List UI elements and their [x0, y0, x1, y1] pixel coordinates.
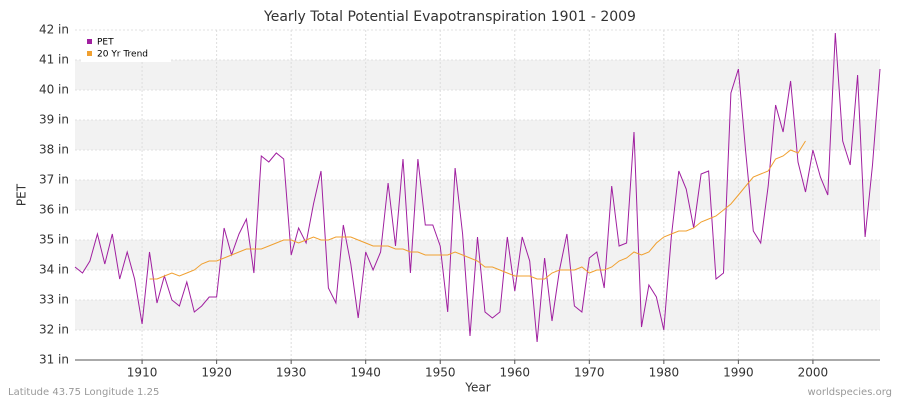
y-tick-label: 38 in	[39, 143, 69, 157]
x-tick-label: 1940	[350, 366, 381, 380]
x-tick-label: 1990	[723, 366, 754, 380]
footer-left: Latitude 43.75 Longitude 1.25	[8, 387, 159, 398]
x-axis-label: Year	[464, 381, 490, 395]
x-tick-label: 1960	[499, 366, 530, 380]
y-tick-label: 42 in	[39, 23, 69, 37]
y-tick-label: 37 in	[39, 173, 69, 187]
y-tick-label: 32 in	[39, 323, 69, 337]
y-tick-label: 33 in	[39, 293, 69, 307]
y-tick-label: 40 in	[39, 83, 69, 97]
y-tick-label: 34 in	[39, 263, 69, 277]
x-tick-label: 1970	[574, 366, 605, 380]
y-tick-label: 36 in	[39, 203, 69, 217]
y-tick-label: 39 in	[39, 113, 69, 127]
y-tick-label: 35 in	[39, 233, 69, 247]
x-tick-label: 1980	[649, 366, 680, 380]
x-tick-label: 1910	[127, 366, 158, 380]
grid-band	[75, 240, 880, 270]
legend-swatch	[87, 51, 92, 56]
x-tick-label: 2000	[798, 366, 829, 380]
grid-band	[75, 180, 880, 210]
y-tick-label: 41 in	[39, 53, 69, 67]
y-axis-label: PET	[15, 183, 29, 206]
legend-box	[81, 34, 171, 62]
x-tick-label: 1930	[276, 366, 307, 380]
chart-title: Yearly Total Potential Evapotranspiratio…	[263, 9, 636, 25]
grid-band	[75, 60, 880, 90]
legend-label: PET	[97, 38, 114, 48]
series-line	[74, 32, 881, 343]
x-tick-label: 1920	[201, 366, 232, 380]
legend-label: 20 Yr Trend	[97, 50, 148, 60]
grid-band	[75, 120, 880, 150]
legend-swatch	[87, 39, 92, 44]
grid-band	[75, 300, 880, 330]
series-line	[149, 140, 806, 280]
x-tick-label: 1950	[425, 366, 456, 380]
footer-right: worldspecies.org	[808, 387, 892, 398]
y-tick-label: 31 in	[39, 353, 69, 367]
